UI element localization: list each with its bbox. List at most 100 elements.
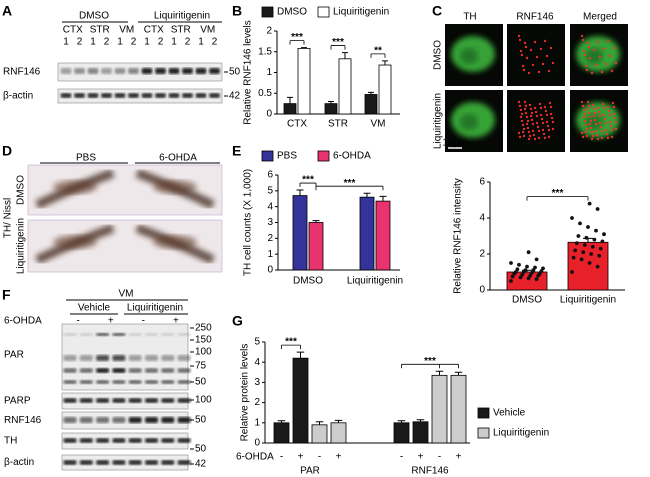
puncta [545, 113, 549, 117]
micrograph [507, 90, 565, 152]
replicate-label: 2 [104, 37, 110, 48]
blot-background [57, 62, 223, 82]
blot-band [161, 438, 175, 443]
puncta [547, 135, 551, 139]
puncta [524, 111, 528, 115]
puncta [519, 115, 523, 119]
data-point [576, 234, 581, 238]
group-label: Liquiritigenin [154, 11, 210, 22]
puncta [547, 69, 551, 73]
group-label: Liquiritigenin [127, 303, 183, 314]
data-point [592, 237, 597, 242]
puncta [602, 47, 606, 51]
blot-band [128, 368, 142, 373]
blot-band [155, 93, 166, 98]
data-point [515, 267, 520, 272]
blot-band [161, 368, 175, 373]
region-label: CTX [144, 25, 164, 36]
blot-band [96, 368, 110, 373]
puncta [529, 48, 533, 52]
legend-label: 6-OHDA [333, 151, 371, 162]
puncta [540, 117, 544, 121]
blot-band [177, 333, 191, 336]
puncta [583, 119, 587, 123]
puncta [533, 40, 537, 44]
y-tick-label: 3 [254, 377, 260, 388]
puncta [517, 100, 521, 104]
blot-band [128, 438, 142, 443]
marker-label: 50 [195, 444, 207, 455]
error-bar [296, 189, 304, 196]
puncta [523, 100, 527, 104]
blot [57, 62, 223, 82]
y-tick-label: 2 [267, 233, 273, 244]
puncta [551, 120, 555, 124]
level-label: - [438, 452, 441, 463]
puncta [528, 134, 532, 138]
blot-band [114, 93, 126, 98]
level-label: - [142, 316, 145, 327]
blot-band [168, 93, 180, 98]
bar [292, 357, 309, 444]
puncta [536, 125, 540, 129]
puncta [529, 114, 533, 118]
y-tick-label: 6 [479, 177, 485, 188]
error-bar [583, 237, 593, 243]
error-bar [328, 101, 334, 104]
blot-band [114, 68, 126, 74]
puncta [581, 104, 585, 108]
blot-band [161, 380, 175, 384]
significance-bracket [289, 40, 305, 45]
blot-band [161, 355, 175, 361]
blot-band [128, 417, 142, 423]
puncta [584, 123, 588, 127]
blot-band [128, 68, 139, 74]
blot-band [79, 368, 93, 373]
row-label: RNF146 [3, 67, 41, 78]
error-bar [287, 96, 293, 104]
puncta [522, 68, 526, 72]
puncta [604, 62, 608, 66]
channel-label: RNF146 [516, 12, 554, 23]
y-tick-label: 4 [479, 213, 485, 224]
blot [61, 392, 191, 410]
puncta [605, 132, 609, 136]
puncta [527, 71, 531, 75]
y-tick-label: 5 [267, 185, 273, 196]
blot-band [161, 333, 175, 336]
blot-band [63, 460, 77, 465]
blot-band [112, 398, 126, 403]
puncta [600, 129, 604, 133]
blot-band [161, 417, 175, 423]
marker-label: 75 [195, 361, 207, 372]
replicate-label: 1 [90, 37, 96, 48]
significance-bracket [526, 196, 589, 201]
blot-band [161, 398, 175, 403]
stained-core [153, 235, 197, 249]
puncta [600, 70, 604, 74]
puncta [603, 117, 607, 121]
puncta [598, 55, 602, 59]
group-label: DMSO [79, 11, 109, 22]
puncta [597, 110, 601, 114]
legend-swatch [477, 427, 490, 439]
puncta [595, 133, 599, 137]
blot-band [209, 93, 220, 98]
blot-band [74, 93, 85, 98]
data-point [525, 264, 529, 269]
puncta [606, 39, 610, 43]
bar [308, 222, 324, 271]
puncta [533, 106, 537, 110]
puncta [601, 102, 605, 106]
puncta [581, 38, 585, 42]
data-point [590, 244, 595, 249]
row-label: RNF146 [4, 415, 42, 426]
blot-band [79, 380, 93, 384]
puncta [521, 123, 525, 127]
row-label: DMSO [16, 175, 27, 205]
puncta [548, 101, 552, 105]
region-label: STR [90, 25, 110, 36]
puncta [604, 128, 608, 132]
level-label: - [400, 452, 403, 463]
puncta [543, 105, 547, 109]
